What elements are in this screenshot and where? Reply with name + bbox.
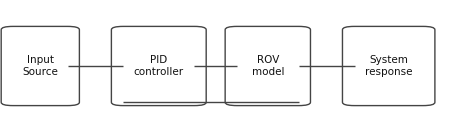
Text: Input
Source: Input Source [22,55,58,77]
FancyBboxPatch shape [342,26,435,106]
FancyBboxPatch shape [225,26,310,106]
Text: ROV
model: ROV model [252,55,284,77]
Text: System
response: System response [365,55,412,77]
FancyBboxPatch shape [111,26,206,106]
FancyBboxPatch shape [1,26,80,106]
Text: PID
controller: PID controller [134,55,184,77]
